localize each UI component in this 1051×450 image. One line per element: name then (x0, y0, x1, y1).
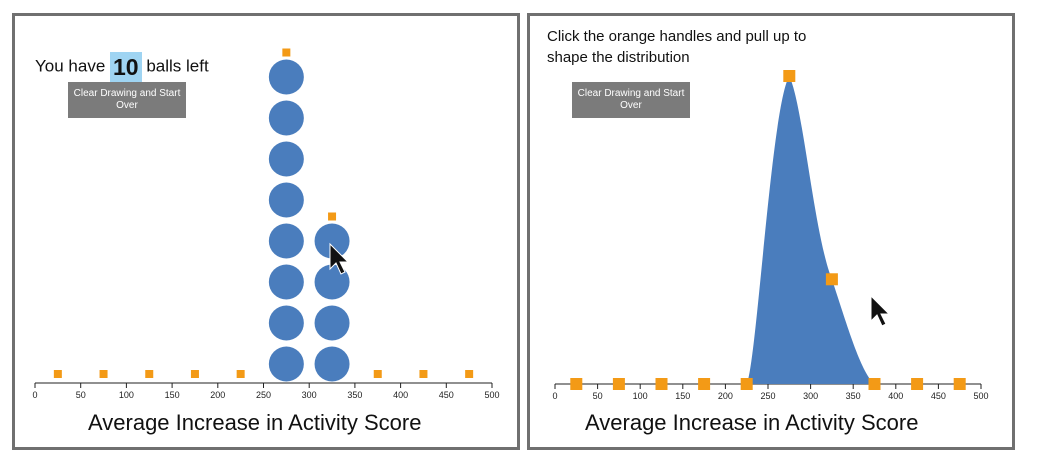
ball (268, 305, 304, 341)
orange-handle[interactable] (419, 370, 428, 378)
orange-handle[interactable] (868, 378, 881, 390)
orange-handle[interactable] (698, 378, 711, 390)
x-tick-label: 0 (552, 391, 557, 401)
x-tick-label: 400 (393, 390, 408, 400)
mouse-pointer-icon (870, 294, 891, 327)
ball (268, 141, 304, 177)
ball (268, 59, 304, 95)
x-tick-label: 150 (675, 391, 690, 401)
ball (268, 223, 304, 259)
x-tick-label: 250 (760, 391, 775, 401)
orange-handle[interactable] (953, 378, 966, 390)
x-axis-label: Average Increase in Activity Score (585, 410, 919, 435)
x-tick-label: 50 (76, 390, 86, 400)
x-tick-label: 200 (718, 391, 733, 401)
orange-handle[interactable] (911, 378, 924, 390)
x-tick-label: 350 (846, 391, 861, 401)
orange-handle[interactable] (570, 378, 583, 390)
orange-handle[interactable] (612, 378, 625, 390)
orange-handle[interactable] (740, 378, 753, 390)
orange-handle[interactable] (783, 70, 796, 82)
balls-left-prefix: You have (35, 56, 106, 76)
x-tick-label: 100 (119, 390, 134, 400)
x-tick-label: 350 (347, 390, 362, 400)
balls-left-count: 10 (110, 52, 142, 82)
x-tick-label: 250 (256, 390, 271, 400)
x-tick-label: 0 (32, 390, 37, 400)
clear-drawing-button[interactable]: Clear Drawing and Start Over (572, 82, 690, 118)
ball (268, 100, 304, 136)
orange-handle[interactable] (99, 370, 108, 378)
ball-drawing-chart[interactable]: 0 50 100 150 200 250 300 350 400 450 500 (15, 16, 517, 447)
x-tick-label: 400 (888, 391, 903, 401)
mouse-pointer-icon (329, 242, 350, 275)
balls-left-status: You have 10 balls left (35, 52, 209, 82)
distribution-shaping-panel: 0 50 100 150 200 250 300 350 400 450 500 Click the… (527, 13, 1015, 450)
x-tick-label: 450 (931, 391, 946, 401)
ball-drawing-panel: 0 50 100 150 200 250 300 350 400 450 500 You have … (12, 13, 520, 450)
orange-handle[interactable] (328, 212, 337, 221)
orange-handle[interactable] (825, 273, 838, 286)
ball (268, 346, 304, 382)
ball (314, 305, 350, 341)
distribution-chart[interactable]: 0 50 100 150 200 250 300 350 400 450 500 (530, 16, 1012, 447)
balls-left-suffix: balls left (146, 56, 209, 76)
orange-handle[interactable] (53, 370, 62, 378)
clear-drawing-button[interactable]: Clear Drawing and Start Over (68, 82, 186, 118)
x-tick-label: 500 (973, 391, 988, 401)
orange-handle[interactable] (282, 48, 291, 57)
x-tick-label: 200 (210, 390, 225, 400)
x-tick-label: 50 (593, 391, 603, 401)
x-tick-label: 450 (439, 390, 454, 400)
ball (268, 264, 304, 300)
orange-handle[interactable] (655, 378, 668, 390)
x-axis-label: Average Increase in Activity Score (88, 410, 422, 435)
orange-handle[interactable] (465, 370, 474, 378)
orange-handle[interactable] (190, 370, 199, 378)
orange-handle[interactable] (236, 370, 245, 378)
distribution-area (746, 76, 875, 384)
x-tick-label: 100 (633, 391, 648, 401)
x-tick-label: 300 (302, 390, 317, 400)
orange-handle[interactable] (145, 370, 154, 378)
ball (268, 182, 304, 218)
x-tick-label: 300 (803, 391, 818, 401)
ball (314, 346, 350, 382)
x-tick-label: 150 (165, 390, 180, 400)
instruction-text: Click the orange handles and pull up to … (547, 28, 807, 66)
orange-handle[interactable] (373, 370, 382, 378)
ball (314, 223, 350, 259)
x-tick-label: 500 (484, 390, 499, 400)
